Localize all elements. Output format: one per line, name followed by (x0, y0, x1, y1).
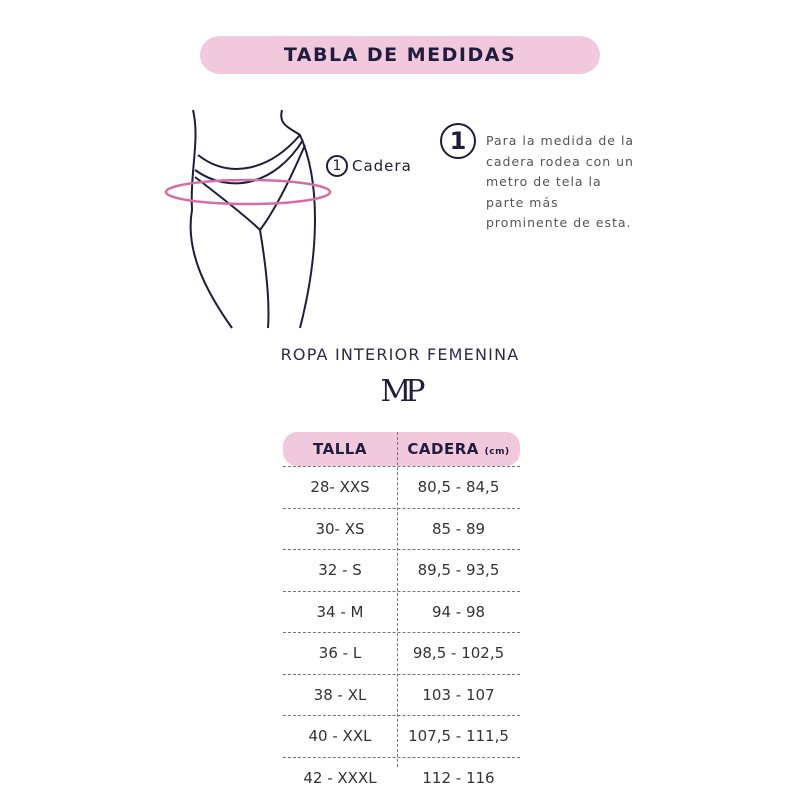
subtitle: ROPA INTERIOR FEMENINA (280, 345, 520, 364)
hip-cell: 85 - 89 (431, 519, 486, 538)
table-row: 36 - L 98,5 - 102,5 (283, 632, 520, 674)
size-cell: 30- XS (315, 519, 365, 538)
table-header: TALLA CADERA (cm) (283, 432, 520, 466)
hip-cell: 103 - 107 (422, 685, 495, 704)
header-hip-label: CADERA (407, 440, 479, 458)
hip-cell: 107,5 - 111,5 (408, 727, 509, 746)
size-cell: 38 - XL (313, 685, 367, 704)
table-row: 38 - XL 103 - 107 (283, 673, 520, 716)
size-cell: 28- XXS (310, 478, 370, 497)
hip-cell: 94 - 98 (431, 602, 486, 621)
header-size: TALLA (313, 440, 367, 458)
size-cell: 42 - XXXL (303, 768, 377, 787)
size-cell: 34 - M (316, 602, 364, 621)
instruction-number: 1 (440, 123, 476, 159)
size-table: TALLA CADERA (cm) 28- XXS 80,5 - 84,5 30- … (283, 432, 520, 798)
table-row: 28- XXS 80,5 - 84,5 (283, 466, 520, 508)
page-title: TABLA DE MEDIDAS (200, 36, 600, 74)
hip-cell: 80,5 - 84,5 (417, 478, 500, 497)
hip-label: Cadera (352, 157, 412, 175)
marker-1: 1 (326, 155, 348, 177)
hip-illustration (164, 109, 332, 329)
table-row: 42 - XXXL 112 - 116 (283, 756, 520, 799)
size-cell: 40 - XXL (308, 727, 372, 746)
size-cell: 36 - L (318, 644, 362, 663)
instruction-text: Para la medida de la cadera rodea con un… (486, 133, 635, 230)
size-cell: 32 - S (318, 561, 362, 580)
header-unit: (cm) (484, 447, 510, 457)
table-row: 40 - XXL 107,5 - 111,5 (283, 715, 520, 757)
table-row: 34 - M 94 - 98 (283, 590, 520, 633)
header-hip: CADERA (cm) (397, 440, 520, 458)
table-row: 32 - S 89,5 - 93,5 (283, 549, 520, 591)
hip-cell: 98,5 - 102,5 (412, 644, 505, 663)
hip-cell: 89,5 - 93,5 (417, 561, 500, 580)
hip-cell: 112 - 116 (422, 768, 495, 787)
hip-measure-ring (164, 178, 332, 206)
table-row: 30- XS 85 - 89 (283, 507, 520, 550)
brand-logo: MP (380, 374, 426, 409)
column-divider (397, 432, 398, 767)
